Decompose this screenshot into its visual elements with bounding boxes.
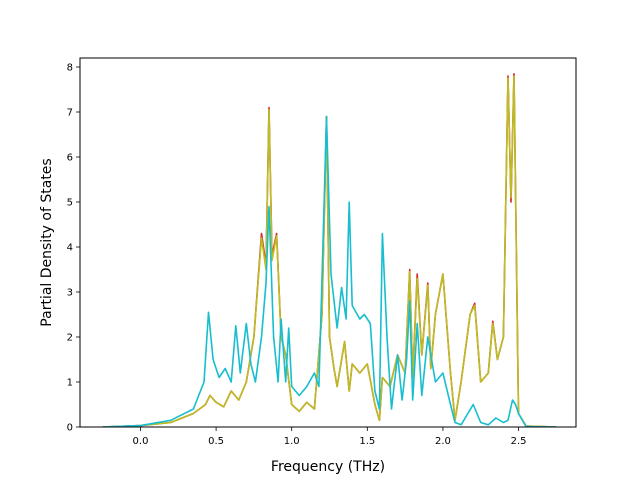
- y-axis-title: Partial Density of States: [39, 158, 55, 326]
- x-tick-label: 0.0: [133, 436, 149, 447]
- y-axis: 0 1 2 3 4 5 6 7 8: [67, 63, 80, 434]
- y-tick-label: 3: [67, 288, 73, 299]
- series-line-2: [102, 75, 557, 427]
- x-axis: 0.0 0.5 1.0 1.5 2.0 2.5: [133, 427, 527, 447]
- y-tick-label: 7: [67, 108, 73, 119]
- x-tick-label: 1.0: [284, 436, 300, 447]
- x-tick-label: 2.5: [511, 436, 527, 447]
- y-tick-label: 4: [67, 243, 73, 254]
- series-line-3: [102, 115, 557, 427]
- y-tick-label: 2: [67, 333, 73, 344]
- x-tick-label: 1.5: [359, 436, 375, 447]
- y-tick-label: 5: [67, 198, 73, 209]
- y-tick-label: 1: [67, 378, 73, 389]
- series-layer: [102, 73, 557, 427]
- y-tick-label: 6: [67, 153, 73, 164]
- x-tick-label: 0.5: [208, 436, 224, 447]
- plot-frame: [79, 57, 577, 428]
- x-tick-label: 2.0: [435, 436, 451, 447]
- x-axis-title: Frequency (THz): [271, 459, 385, 475]
- y-tick-label: 8: [67, 63, 73, 74]
- y-tick-label: 0: [67, 423, 73, 434]
